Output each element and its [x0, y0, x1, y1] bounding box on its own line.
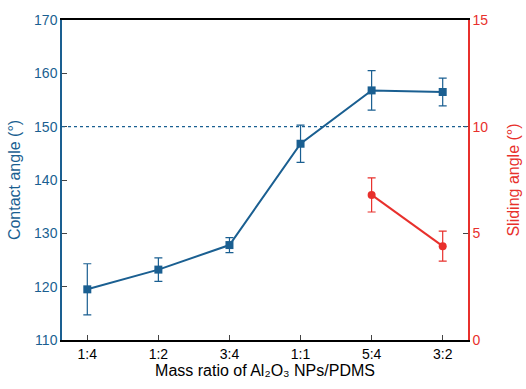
svg-text:0: 0	[473, 332, 481, 348]
svg-text:5:4: 5:4	[362, 346, 382, 362]
svg-text:Mass ratio of Al₂O₃ NPs/PDMS: Mass ratio of Al₂O₃ NPs/PDMS	[155, 362, 375, 379]
svg-text:140: 140	[34, 172, 58, 188]
svg-text:150: 150	[34, 119, 58, 135]
svg-text:110: 110	[35, 332, 58, 348]
svg-text:Sliding angle (°): Sliding angle (°)	[505, 123, 522, 236]
svg-text:160: 160	[34, 65, 58, 81]
svg-text:5: 5	[473, 225, 481, 241]
svg-text:130: 130	[34, 225, 58, 241]
svg-text:120: 120	[34, 279, 58, 295]
svg-text:Contact angle (°): Contact angle (°)	[6, 120, 23, 240]
svg-text:15: 15	[473, 12, 489, 28]
svg-text:3:2: 3:2	[433, 346, 453, 362]
svg-text:3:4: 3:4	[220, 346, 240, 362]
svg-text:170: 170	[34, 12, 58, 28]
svg-text:10: 10	[473, 119, 489, 135]
svg-text:1:2: 1:2	[149, 346, 169, 362]
svg-text:1:4: 1:4	[78, 346, 98, 362]
svg-text:1:1: 1:1	[291, 346, 311, 362]
